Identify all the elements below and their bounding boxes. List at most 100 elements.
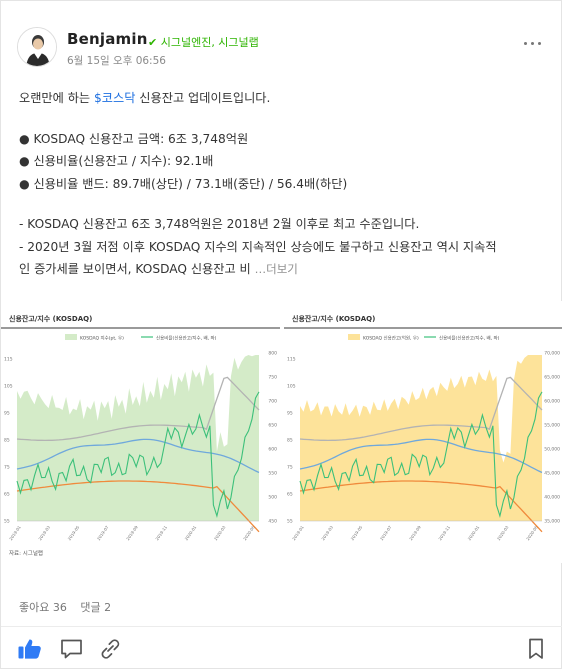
axis-tick-label: 2019-11 <box>437 524 451 541</box>
area-series <box>17 355 259 521</box>
axis-tick-label: 40,000 <box>544 495 560 501</box>
axis-tick-label: 115 <box>4 357 13 363</box>
axis-tick-label: 550 <box>268 471 277 477</box>
chart-graphic: KOSDAQ 지수(pt, 우) 신용비율(신용잔고/지수, 배, 좌) 115 10… <box>4 334 277 541</box>
chart-graphic: KOSDAQ 신용잔고(억원, 우) 신용비율(신용잔고/지수, 배, 좌) 115… <box>287 334 560 541</box>
axis-tick-label: 35,000 <box>544 519 560 525</box>
post-intro: 오랜만에 하는 $코스닥 신용잔고 업데이트입니다. <box>19 91 271 105</box>
axis-tick-label: 55,000 <box>544 423 560 429</box>
chart-image-kosdaq-index[interactable]: 신용잔고/지수 (KOSDAQ) KOSDAQ 지수(pt, 우) 신용비율(신용… <box>1 301 280 563</box>
legend-label: 신용비율(신용잔고/지수, 배, 좌) <box>156 335 217 342</box>
axis-tick-label: 65,000 <box>544 375 560 381</box>
chart-title: 신용잔고/지수 (KOSDAQ) <box>292 315 376 323</box>
speech-bubble-icon <box>61 639 82 659</box>
body-line: - KOSDAQ 신용잔고 6조 3,748억원은 2018년 2월 이후로 최… <box>19 217 420 231</box>
post-header: Benjamin ✔ 시그널엔진, 시그널랩 6월 15일 오후 06:56 <box>17 25 547 69</box>
comment-count[interactable]: 댓글 2 <box>80 601 112 614</box>
comment-button[interactable] <box>59 637 85 661</box>
bookmark-button[interactable] <box>523 637 549 661</box>
post-stats: 좋아요 36 댓글 2 <box>19 599 121 615</box>
axis-tick-label: 2019-03 <box>37 524 51 541</box>
axis-tick-label: 85 <box>4 438 10 444</box>
lower-band-line <box>16 480 260 533</box>
read-more-link[interactable]: …더보기 <box>254 262 298 276</box>
chart-image-kosdaq-credit[interactable]: 신용잔고/지수 (KOSDAQ) KOSDAQ 신용잔고(억원, 우) 신용비율(… <box>284 301 562 563</box>
axis-tick-label: 75 <box>287 465 293 471</box>
axis-tick-label: 105 <box>4 384 13 390</box>
bullet-line: ● KOSDAQ 신용잔고 금액: 6조 3,748억원 <box>19 131 249 146</box>
axis-tick-label: 2019-09 <box>408 524 422 541</box>
ticker-link[interactable]: $코스닥 <box>94 91 136 105</box>
author-badge[interactable]: ✔ 시그널엔진, 시그널랩 <box>148 34 259 50</box>
axis-tick-label: 600 <box>268 447 277 453</box>
middle-band-line <box>299 438 543 474</box>
like-count[interactable]: 좋아요 36 <box>19 601 67 614</box>
axis-tick-label: 2020-01 <box>184 524 198 541</box>
chart-title: 신용잔고/지수 (KOSDAQ) <box>9 315 93 323</box>
axis-tick-label: 45,000 <box>544 471 560 477</box>
axis-tick-label: 95 <box>287 411 293 417</box>
axis-tick-label: 60,000 <box>544 399 560 405</box>
check-icon: ✔ <box>148 36 158 49</box>
axis-tick-label: 65 <box>4 492 10 498</box>
axis-tick-label: 2019-05 <box>350 524 364 541</box>
chart-legend: KOSDAQ 신용잔고(억원, 우) 신용비율(신용잔고/지수, 배, 좌) <box>348 334 500 342</box>
action-divider <box>1 626 562 627</box>
axis-tick-label: 750 <box>268 375 277 381</box>
lower-band-line <box>299 480 543 533</box>
axis-tick-label: 70,000 <box>544 351 560 357</box>
axis-tick-label: 75 <box>4 465 10 471</box>
like-button[interactable] <box>17 637 43 661</box>
bookmark-icon <box>529 638 543 659</box>
body-line: 인 증가세를 보이면서, KOSDAQ 신용잔고 비 …더보기 <box>19 262 298 276</box>
axis-tick-label: 2020-01 <box>467 524 481 541</box>
share-link-button[interactable] <box>97 637 123 661</box>
axis-tick-label: 115 <box>287 357 296 363</box>
author-name[interactable]: Benjamin <box>67 30 148 48</box>
axis-tick-label: 55 <box>287 519 293 525</box>
axis-tick-label: 65 <box>287 492 293 498</box>
chart-source: 자료: 시그널랩 <box>9 551 43 557</box>
axis-tick-label: 85 <box>287 438 293 444</box>
post-images: 신용잔고/지수 (KOSDAQ) KOSDAQ 지수(pt, 우) 신용비율(신용… <box>1 301 562 563</box>
axis-tick-label: 2019-07 <box>96 524 110 541</box>
axis-tick-label: 500 <box>268 495 277 501</box>
axis-tick-label: 650 <box>268 423 277 429</box>
action-bar <box>1 627 562 669</box>
axis-tick-label: 2019-03 <box>320 524 334 541</box>
axis-tick-label: 2019-01 <box>8 524 22 541</box>
legend-label: KOSDAQ 지수(pt, 우) <box>80 335 124 342</box>
axis-tick-label: 95 <box>4 411 10 417</box>
axis-tick-label: 2020-03 <box>213 524 227 541</box>
area-series <box>300 355 542 521</box>
axis-tick-label: 450 <box>268 519 277 525</box>
credit-ratio-line <box>299 391 543 518</box>
title-divider <box>284 327 562 329</box>
axis-tick-label: 2019-09 <box>125 524 139 541</box>
axis-tick-label: 2019-01 <box>291 524 305 541</box>
axis-tick-label: 50,000 <box>544 447 560 453</box>
legend-label: 신용비율(신용잔고/지수, 배, 좌) <box>439 335 500 342</box>
legend-label: KOSDAQ 신용잔고(억원, 우) <box>363 335 419 342</box>
upper-band-line <box>299 376 543 442</box>
axis-tick-label: 800 <box>268 351 277 357</box>
post-body: 오랜만에 하는 $코스닥 신용잔고 업데이트입니다. ● KOSDAQ 신용잔고… <box>19 87 549 281</box>
more-options-icon[interactable] <box>523 41 543 47</box>
axis-tick-label: 55 <box>4 519 10 525</box>
badge-label: 시그널엔진, 시그널랩 <box>160 36 259 49</box>
axis-tick-label: 2019-11 <box>154 524 168 541</box>
credit-ratio-line <box>16 391 260 518</box>
axis-tick-label: 2019-07 <box>379 524 393 541</box>
middle-band-line <box>16 438 260 474</box>
body-line: - 2020년 3월 저점 이후 KOSDAQ 지수의 지속적인 상승에도 불구… <box>19 239 497 254</box>
link-icon <box>101 639 120 659</box>
avatar[interactable] <box>17 27 57 67</box>
chart-legend: KOSDAQ 지수(pt, 우) 신용비율(신용잔고/지수, 배, 좌) <box>65 334 217 342</box>
bullet-line: ● 신용비율(신용잔고 / 지수): 92.1배 <box>19 154 214 168</box>
thumbs-up-icon <box>18 639 41 659</box>
axis-tick-label: 2019-05 <box>67 524 81 541</box>
bullet-line: ● 신용비율 밴드: 89.7배(상단) / 73.1배(중단) / 56.4배… <box>19 176 348 191</box>
title-divider <box>1 327 280 329</box>
upper-band-line <box>16 376 260 442</box>
